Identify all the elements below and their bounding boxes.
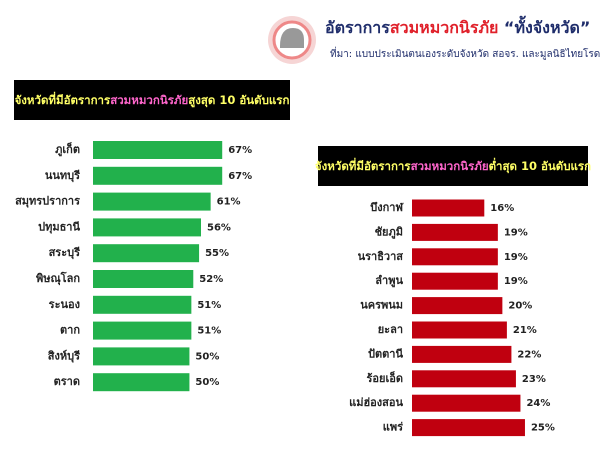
bar — [93, 166, 223, 185]
bar — [93, 373, 190, 392]
category-label: ตราด — [54, 375, 80, 388]
bar — [412, 223, 498, 241]
value-label: 24% — [526, 398, 550, 409]
value-label: 19% — [504, 276, 528, 287]
title-part: จังหวัดที่มีอัตราการ — [315, 157, 411, 173]
main-title: อัตราการสวมหมวกนิรภัย “ทั้งจังหวัด” — [325, 15, 590, 37]
bar — [93, 218, 201, 237]
bar — [93, 321, 192, 340]
category-label: ชัยภูมิ — [375, 225, 403, 239]
title-part: สวมหมวกนิรภัย — [411, 159, 489, 173]
category-label: ลำพูน — [375, 274, 403, 288]
value-label: 56% — [207, 222, 231, 233]
value-label: 50% — [195, 377, 219, 388]
chart-title: จังหวัดที่มีอัตราการสวมหมวกนิรภัยต่ำสุด … — [315, 157, 591, 174]
category-label: พิษณุโลก — [36, 271, 80, 286]
value-label: 52% — [199, 274, 223, 285]
title-part: สวมหมวกนิรภัย — [110, 93, 188, 107]
value-label: 50% — [195, 351, 219, 362]
value-label: 21% — [513, 325, 537, 336]
bar — [412, 321, 507, 339]
value-label: 67% — [228, 145, 252, 156]
bar — [412, 345, 512, 363]
category-label: ตาก — [60, 324, 80, 337]
bar — [93, 347, 190, 366]
value-label: 20% — [508, 301, 532, 312]
logo — [268, 16, 316, 64]
bar — [412, 272, 498, 290]
value-label: 25% — [531, 423, 555, 434]
chart-title-box — [14, 80, 290, 120]
category-label: ปทุมธานี — [38, 220, 80, 234]
category-label: สมุทรปราการ — [15, 195, 80, 209]
bar — [412, 297, 503, 315]
title-part: “ทั้งจังหวัด” — [498, 15, 590, 37]
title-part: อัตราการ — [325, 18, 390, 37]
bar — [93, 270, 194, 288]
category-label: สระบุรี — [49, 246, 81, 260]
bar — [93, 192, 211, 211]
category-label: นครพนม — [360, 299, 403, 312]
title-part: สวมหมวกนิรภัย — [390, 18, 499, 37]
value-label: 51% — [197, 300, 221, 311]
title-part: ต่ำสุด 10 อันดับแรก — [489, 157, 592, 174]
bar — [412, 248, 498, 266]
category-label: ยะลา — [378, 323, 403, 336]
category-label: ร้อยเอ็ด — [367, 371, 403, 385]
source: ที่มา: แบบประเมินตนเองระดับจังหวัด สอจร.… — [330, 46, 600, 60]
category-label: แม่ฮ่องสอน — [349, 396, 403, 409]
category-label: แพร่ — [383, 421, 403, 434]
category-label: นราธิวาส — [358, 250, 404, 263]
value-label: 55% — [205, 248, 229, 259]
value-label: 23% — [522, 374, 546, 385]
value-label: 19% — [504, 252, 528, 263]
title-part: จังหวัดที่มีอัตราการ — [15, 91, 111, 107]
value-label: 51% — [197, 326, 221, 337]
bar — [412, 370, 516, 388]
value-label: 22% — [517, 349, 541, 360]
bar — [93, 295, 192, 314]
bar — [412, 419, 525, 437]
chart-title-box — [318, 146, 588, 186]
category-label: บึงกาฬ — [370, 201, 404, 214]
category-label: ภูเก็ต — [55, 142, 80, 157]
chart-title: จังหวัดที่มีอัตราการสวมหมวกนิรภัยสูงสุด … — [15, 91, 290, 108]
bar — [93, 141, 223, 159]
category-label: ปัตตานี — [368, 347, 403, 360]
value-label: 16% — [490, 203, 514, 214]
value-label: 19% — [504, 227, 528, 238]
bar — [412, 394, 521, 412]
category-label: สิงห์บุรี — [47, 349, 80, 363]
bar — [93, 244, 200, 263]
category-label: นนทบุรี — [45, 169, 80, 183]
category-label: ระนอง — [49, 298, 80, 311]
value-label: 61% — [217, 197, 241, 208]
bar — [412, 199, 485, 217]
logo-helmet — [280, 28, 304, 48]
title-part: สูงสุด 10 อันดับแรก — [188, 93, 289, 108]
value-label: 67% — [228, 171, 252, 182]
